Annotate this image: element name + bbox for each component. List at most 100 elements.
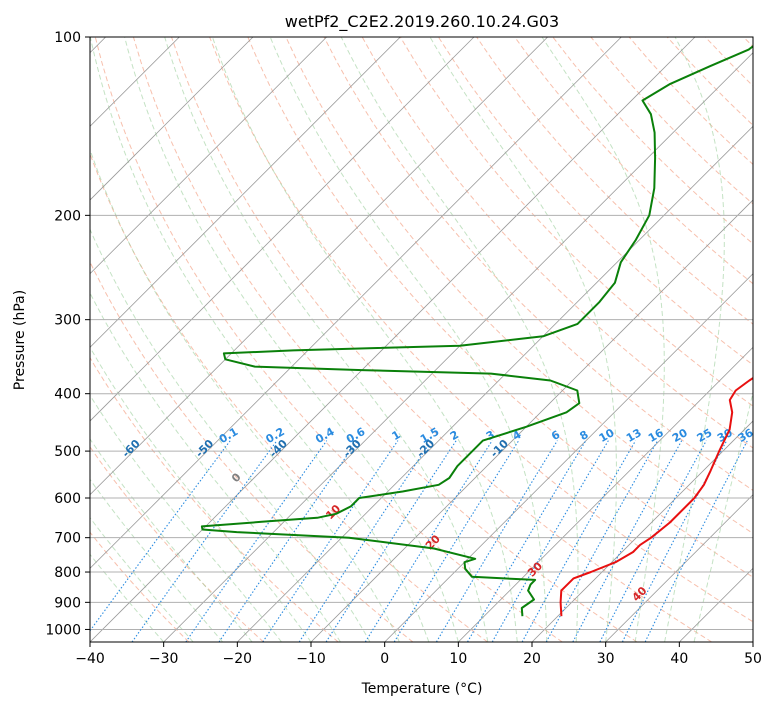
mixing-ratio-line [599, 440, 707, 642]
moist-adiabat-line [541, 37, 665, 642]
moist-adiabat-line [90, 478, 223, 642]
moist-adiabat-line [340, 37, 579, 642]
dry-adiabat-line [514, 37, 753, 285]
isotherm-line [163, 52, 753, 642]
moist-adiabat-line [211, 37, 518, 642]
y-tick-label: 200 [54, 208, 81, 224]
dry-adiabat-line [323, 37, 753, 491]
y-tick-label: 800 [54, 565, 81, 581]
mixing-ratio-label: 25 [695, 426, 715, 445]
isotherm-line [531, 420, 753, 642]
chart-title: wetPf2_C2E2.2019.260.10.24.G03 [285, 12, 559, 32]
profiles [200, 45, 753, 617]
mixing-ratio-line [435, 440, 558, 642]
mixing-ratio-label: 0.1 [217, 425, 240, 446]
isotherm-line [384, 273, 753, 642]
dry-adiabat-line [285, 37, 753, 535]
isotherm-line [90, 37, 327, 275]
mixing-ratio-line [185, 440, 328, 642]
mixing-ratio-label: 0.4 [313, 425, 337, 446]
y-tick-label: 400 [54, 387, 81, 403]
isotherm-line [90, 37, 548, 496]
dry-adiabat-line [247, 37, 753, 578]
moist-adiabat-line [90, 292, 341, 642]
mixing-ratio-labels: 0.1 0.2 0.4 0.6 1 1.5 2 3 4 6 8 10 13 16 20 25 30 36 [217, 425, 756, 446]
x-tick-label: −40 [75, 651, 105, 667]
dry-adiabat-line [90, 356, 339, 642]
mixing-ratio-line [90, 440, 231, 632]
isotherm-line [458, 346, 753, 642]
mixing-ratio-line [393, 440, 520, 642]
moist-adiabat-line [164, 37, 489, 642]
isotherm-line [237, 125, 753, 642]
plot-frame [89, 36, 754, 643]
dry-adiabat-line [361, 37, 753, 449]
x-tick-label: −10 [296, 651, 326, 667]
mixing-ratio-label: 8 [577, 428, 590, 443]
x-tick-label: −20 [223, 651, 253, 667]
mixing-ratio-line [572, 440, 683, 642]
dry-adiabat-label: 30 [525, 559, 545, 579]
moist-adiabat-line [693, 390, 753, 642]
mixing-ratio-label: 10 [597, 426, 617, 445]
dry-adiabat-line [399, 37, 753, 407]
moist-adiabat-line [90, 228, 371, 642]
moist-adiabat-line [90, 516, 194, 642]
dry-adiabat-line [209, 37, 753, 623]
isotherm-line [605, 494, 753, 642]
y-tick-label: 500 [54, 444, 81, 460]
y-tick-label: 700 [54, 531, 81, 547]
mixing-ratio-label: 6 [549, 428, 562, 443]
background-lines [90, 37, 753, 642]
moist-adiabat-line [429, 37, 617, 642]
mixing-ratio-line [467, 440, 587, 642]
dry-adiabat-line [90, 260, 414, 642]
x-tick-label: 0 [380, 651, 389, 667]
mixing-ratio-line [218, 440, 358, 642]
x-tick-label: 30 [597, 651, 615, 667]
mixing-ratio-line [545, 440, 659, 642]
y-tick-label: 300 [54, 313, 81, 329]
y-tick-label: 600 [54, 491, 81, 507]
dry-adiabat-line [704, 37, 753, 87]
isotherm-line [752, 641, 753, 642]
moist-adiabat-line [90, 346, 312, 642]
x-tick-label: 20 [523, 651, 541, 667]
mixing-ratio-line [262, 440, 399, 642]
dry-adiabat-line [90, 152, 488, 642]
x-axis-label: Temperature (°C) [361, 681, 483, 697]
dry-adiabat-line [743, 37, 753, 48]
mixing-ratio-line [644, 440, 748, 642]
mixing-ratio-line [298, 440, 432, 642]
isotherm-line [90, 37, 254, 201]
mixing-ratio-line [364, 440, 493, 642]
dry-adiabat-line [666, 37, 753, 126]
dry-adiabat-line [437, 37, 753, 366]
mixing-ratio-label: 16 [646, 426, 666, 445]
mixing-ratio-label: 36 [736, 426, 756, 445]
dry-adiabat-line [90, 531, 190, 642]
moist-adiabat-line [664, 37, 725, 642]
y-tick-label: 900 [54, 595, 81, 611]
moist-adiabat-line [269, 37, 548, 642]
y-tick-label: 100 [54, 30, 81, 46]
mixing-ratio-label: 13 [624, 426, 644, 445]
moist-adiabat-line [124, 37, 459, 642]
temperature-profile [559, 376, 753, 617]
mixing-ratio-line [325, 440, 457, 642]
moist-adiabat-line [90, 438, 253, 642]
isotherm-line [679, 567, 753, 642]
mixing-ratio-label: 3 [484, 428, 497, 443]
dry-adiabat-line [94, 37, 563, 642]
mixing-ratio-line [131, 440, 278, 642]
x-axis: −40 −30 −20 −10 0 10 20 30 40 50 [75, 642, 762, 667]
y-axis-label: Pressure (hPa) [12, 290, 28, 390]
mixing-ratio-line [621, 440, 728, 642]
x-tick-label: 50 [744, 651, 762, 667]
mixing-ratio-label: 20 [670, 426, 690, 445]
x-tick-label: −30 [149, 651, 179, 667]
isotherm-line [90, 37, 401, 348]
moist-adiabat-line [90, 394, 282, 642]
x-tick-label: 40 [670, 651, 688, 667]
